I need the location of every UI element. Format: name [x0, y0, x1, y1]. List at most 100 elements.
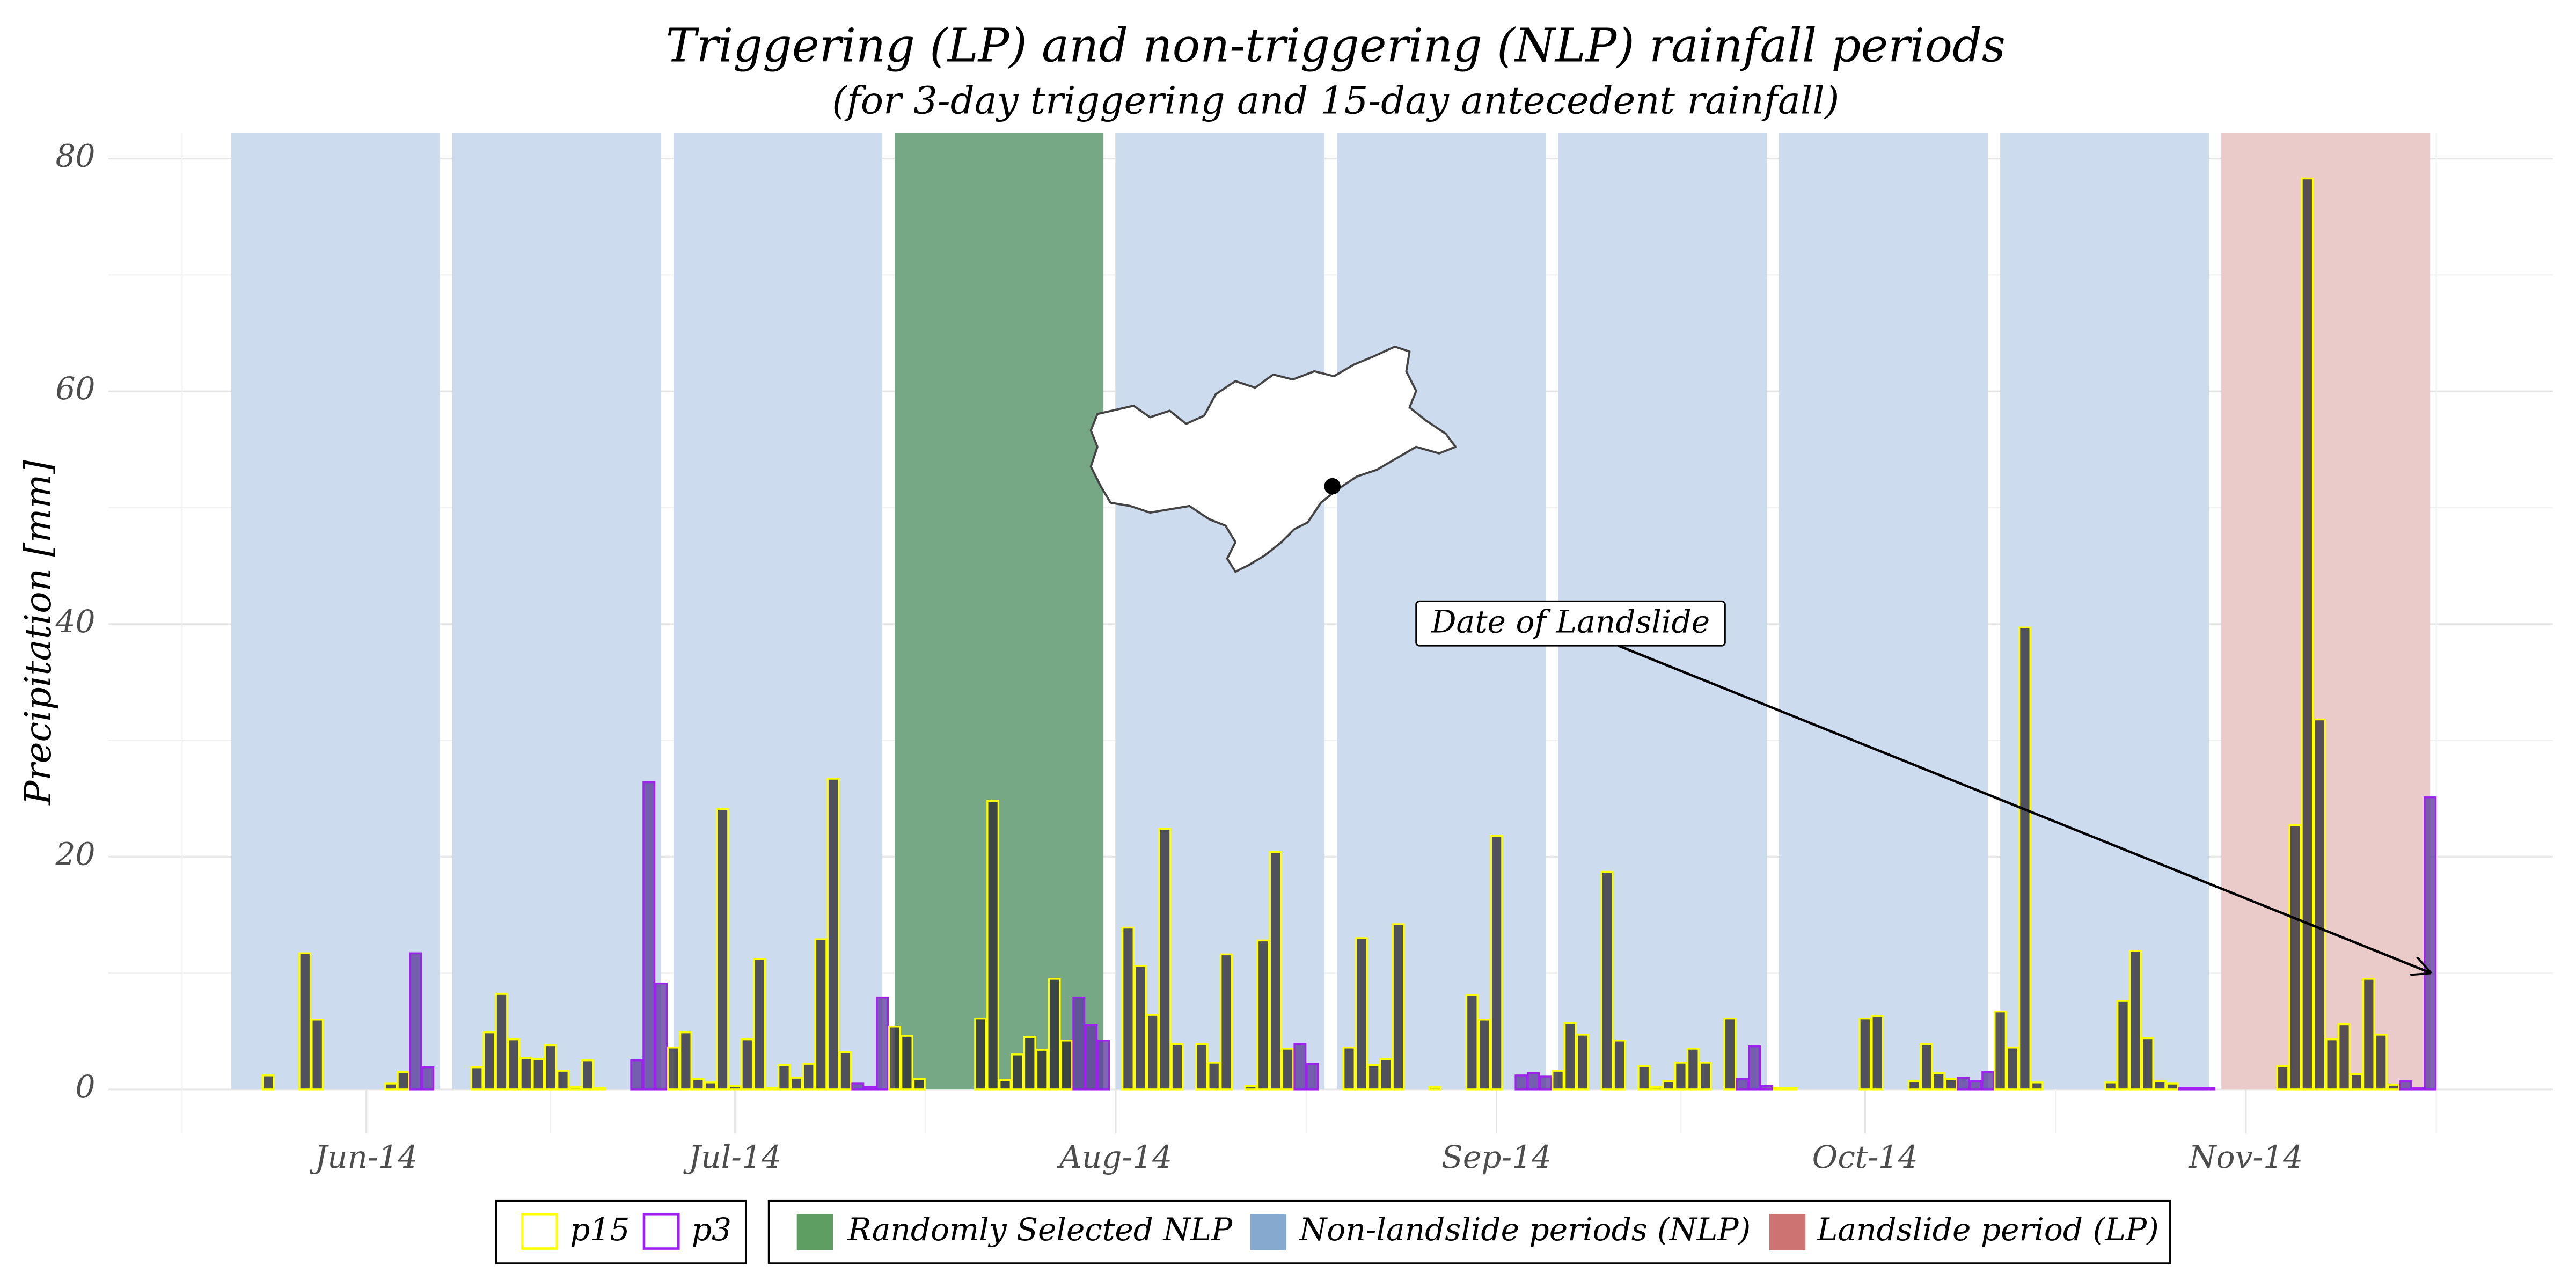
- y-axis-label: Precipitation [mm]: [17, 460, 59, 806]
- p3-bar: [1293, 1043, 1307, 1091]
- legend-label: p15: [570, 1211, 630, 1248]
- p15-bar: [1244, 1085, 1257, 1091]
- p15-bar: [544, 1044, 558, 1091]
- legend-box: [767, 1199, 2171, 1264]
- p15-bar: [1490, 835, 1503, 1091]
- p3-bar: [642, 781, 656, 1091]
- p15-bar: [2104, 1081, 2118, 1091]
- p15-bar: [261, 1074, 275, 1091]
- p3-bar: [1097, 1040, 1110, 1091]
- p15-bar: [2313, 718, 2326, 1091]
- p3-bar: [1085, 1024, 1098, 1091]
- annotation-box: [1415, 600, 1726, 647]
- p15-bar: [1256, 939, 1270, 1091]
- period-shade: [1779, 133, 1988, 1089]
- p15-bar: [1723, 1017, 1737, 1091]
- p3-bar: [1736, 1078, 1749, 1091]
- p15-bar: [1674, 1062, 1687, 1091]
- p15-bar: [519, 1057, 533, 1091]
- p3-bar: [851, 1082, 865, 1091]
- y-tick-label: 20: [55, 836, 96, 872]
- p15-bar: [470, 1066, 484, 1091]
- y-tick-label: 80: [56, 138, 96, 174]
- p15-bar: [1281, 1048, 1294, 1091]
- p3-bar: [1957, 1077, 1970, 1091]
- p15-bar: [1477, 1019, 1491, 1091]
- p15-bar: [2387, 1084, 2400, 1091]
- period-shades: [231, 133, 2431, 1089]
- p15-bar: [1158, 828, 1172, 1091]
- p15-bar: [826, 778, 840, 1091]
- p3-bar: [2411, 1087, 2425, 1091]
- p15-bar: [2165, 1082, 2179, 1091]
- p15-bar: [741, 1038, 754, 1091]
- p15-bar: [974, 1017, 987, 1091]
- p15-bar: [778, 1064, 791, 1091]
- location-dot: [1324, 478, 1341, 495]
- p15-bar: [802, 1063, 815, 1091]
- annotation-text: Date of Landslide: [1431, 603, 1710, 640]
- legend-swatch: [1769, 1214, 1806, 1250]
- p15-bar: [2288, 824, 2302, 1091]
- p3-bar: [1539, 1075, 1553, 1091]
- p15-bar: [1871, 1015, 1884, 1091]
- p15-bar: [765, 1087, 779, 1091]
- x-tick-label: Jul-14: [683, 1139, 781, 1175]
- p15-bar: [999, 1079, 1012, 1091]
- p15-bar: [728, 1085, 742, 1091]
- p3-bar: [2178, 1087, 2191, 1091]
- p15-bar: [1195, 1043, 1209, 1091]
- p15-bar: [1858, 1017, 1872, 1091]
- p15-bar: [1133, 965, 1147, 1091]
- p15-bar: [1220, 953, 1233, 1091]
- p15-bar: [1367, 1064, 1380, 1091]
- p3-bar: [2399, 1080, 2412, 1091]
- p15-bar: [482, 1031, 496, 1091]
- p3-bar: [655, 982, 668, 1091]
- p3-bar: [863, 1086, 877, 1091]
- p15-bar: [679, 1031, 692, 1091]
- p15-bar: [1907, 1080, 1921, 1091]
- p15-bar: [1784, 1087, 1798, 1091]
- p15-bar: [593, 1087, 606, 1091]
- p15-bar: [2006, 1046, 2019, 1091]
- p3-bar: [2202, 1087, 2216, 1091]
- p15-bar: [753, 958, 766, 1091]
- p15-bar: [2117, 1000, 2129, 1091]
- p15-bar: [1269, 851, 1282, 1091]
- bars: [261, 177, 2437, 1091]
- p15-bar: [2128, 950, 2142, 1091]
- p15-bar: [704, 1081, 717, 1091]
- p3-bar: [630, 1059, 643, 1091]
- p3-bar: [421, 1066, 435, 1091]
- x-tick-label: Jun-14: [310, 1139, 418, 1175]
- p15-bar: [2338, 1023, 2351, 1091]
- period-shade: [673, 133, 883, 1089]
- p15-bar: [1170, 1043, 1184, 1091]
- x-tick-label: Sep-14: [1441, 1139, 1552, 1175]
- p15-bar: [900, 1035, 913, 1091]
- legend-label: Landslide period (LP): [1817, 1211, 2159, 1248]
- p15-bar: [1048, 978, 1061, 1091]
- legend-label: Non-landslide periods (NLP): [1298, 1211, 1751, 1248]
- chart-title: Triggering (LP) and non-triggering (NLP)…: [666, 19, 2006, 72]
- p15-bar: [397, 1071, 410, 1091]
- p3-bar: [1306, 1063, 1319, 1091]
- p15-bar: [1773, 1087, 1786, 1091]
- p15-bar: [1650, 1086, 1663, 1091]
- annotation-arrow: [1618, 644, 2429, 972]
- p15-bar: [2374, 1034, 2388, 1091]
- p15-bar: [691, 1078, 705, 1091]
- p15-bar: [2276, 1065, 2289, 1091]
- p15-bar: [1637, 1065, 1651, 1091]
- period-shade: [231, 133, 441, 1089]
- p15-bar: [888, 1026, 901, 1091]
- x-tick-label: Oct-14: [1812, 1139, 1918, 1175]
- p15-bar: [1429, 1086, 1442, 1091]
- legend-label: p3: [692, 1211, 731, 1248]
- p15-bar: [1920, 1043, 1933, 1091]
- p15-bar: [2325, 1038, 2339, 1091]
- p3-bar: [2190, 1087, 2204, 1091]
- p15-bar: [2153, 1080, 2167, 1091]
